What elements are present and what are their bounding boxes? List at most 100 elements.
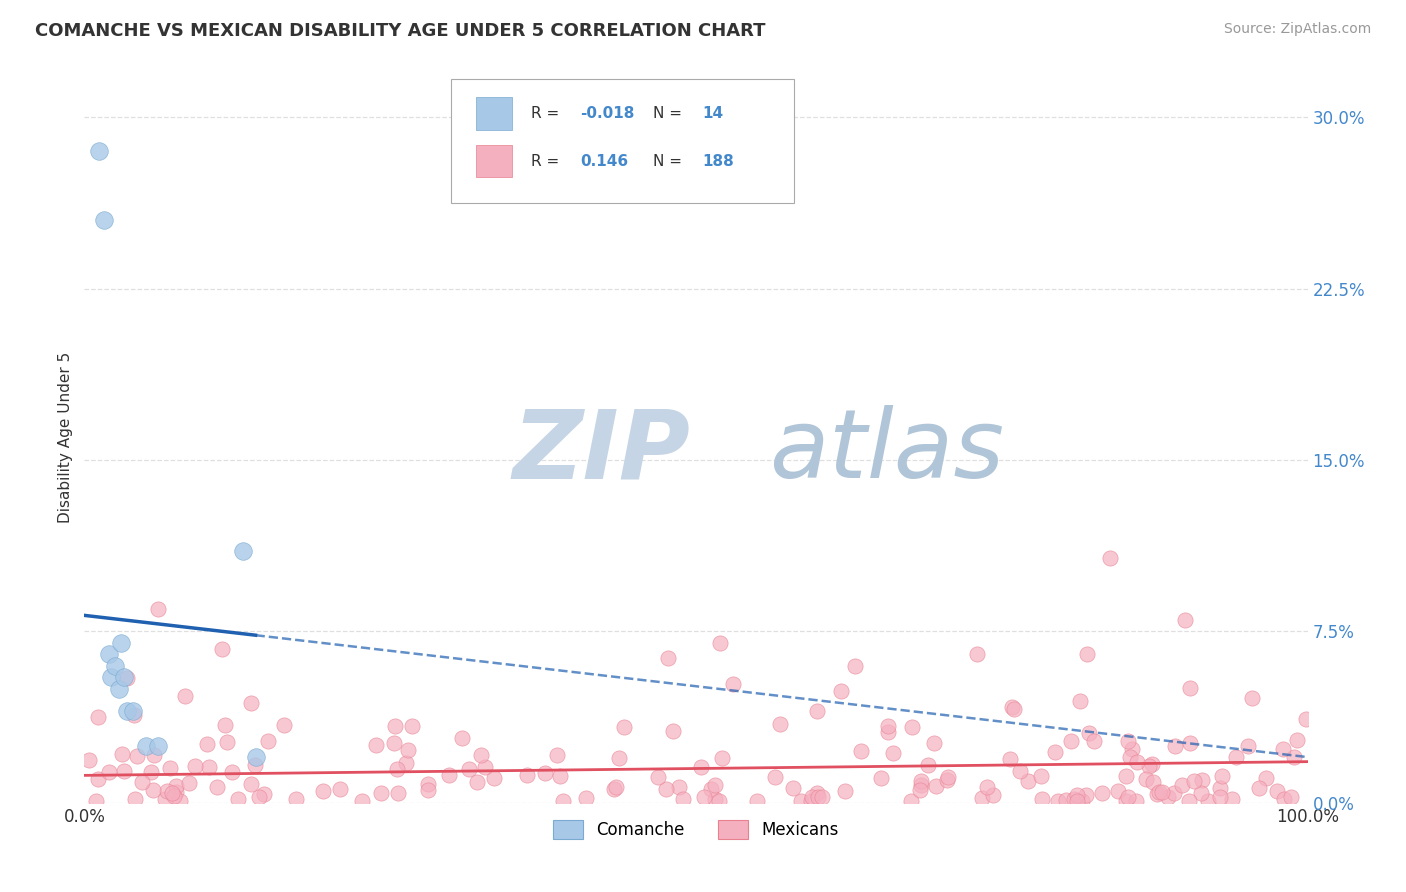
Point [745, 793, 768, 807]
Point [107, 681, 129, 696]
Point [131, 774, 153, 789]
Point [1118, 750, 1140, 764]
Point [1163, 787, 1185, 801]
Point [723, 677, 745, 691]
Bar [475, 97, 513, 130]
Point [900, 793, 922, 807]
Point [1180, 681, 1202, 695]
Y-axis label: Disability Age Under 5: Disability Age Under 5 [58, 351, 73, 523]
Point [922, 736, 945, 750]
Point [416, 777, 439, 791]
Point [1066, 788, 1088, 802]
Text: Source: ZipAtlas.com: Source: ZipAtlas.com [1223, 22, 1371, 37]
Point [910, 773, 932, 788]
Point [806, 704, 828, 718]
Point [882, 747, 904, 761]
Point [1135, 772, 1157, 787]
Point [395, 756, 418, 771]
Point [972, 791, 994, 805]
FancyBboxPatch shape [451, 78, 794, 203]
Point [1265, 784, 1288, 798]
Point [1146, 787, 1168, 801]
Text: R =: R = [531, 153, 564, 169]
Point [910, 778, 932, 792]
Point [1069, 694, 1091, 708]
Point [221, 764, 243, 779]
Point [849, 744, 872, 758]
Text: ZIP: ZIP [513, 405, 690, 499]
Point [1295, 712, 1317, 726]
Point [806, 786, 828, 800]
Point [1240, 691, 1263, 706]
Point [1208, 790, 1230, 805]
Text: N =: N = [654, 106, 688, 121]
Point [142, 783, 165, 797]
Point [1149, 785, 1171, 799]
Point [534, 766, 557, 780]
Point [551, 793, 574, 807]
Text: 0.146: 0.146 [579, 153, 628, 169]
Point [1107, 783, 1129, 797]
Point [711, 750, 734, 764]
Point [689, 760, 711, 774]
Point [1078, 726, 1101, 740]
Point [647, 770, 669, 784]
Point [1137, 759, 1160, 773]
Point [1118, 734, 1140, 748]
Point [273, 718, 295, 732]
Point [156, 784, 179, 798]
Point [245, 750, 267, 764]
Point [226, 792, 249, 806]
Point [1046, 793, 1069, 807]
Point [1071, 793, 1094, 807]
Point [1045, 745, 1067, 759]
Point [135, 739, 157, 753]
Point [575, 790, 598, 805]
Point [100, 670, 122, 684]
Point [93, 213, 115, 227]
Point [457, 762, 479, 776]
Point [285, 792, 308, 806]
Point [86, 793, 108, 807]
Point [160, 786, 183, 800]
Point [165, 779, 187, 793]
Point [122, 708, 145, 723]
Point [384, 719, 406, 733]
Point [976, 780, 998, 794]
Point [1031, 792, 1053, 806]
Point [240, 696, 263, 710]
Text: atlas: atlas [769, 405, 1004, 499]
Point [603, 781, 626, 796]
Point [1125, 793, 1147, 807]
Point [672, 792, 695, 806]
Point [516, 767, 538, 781]
Point [387, 785, 409, 799]
Legend: Comanche, Mexicans: Comanche, Mexicans [547, 814, 845, 846]
Point [104, 658, 127, 673]
Point [364, 738, 387, 752]
Point [1209, 781, 1232, 796]
Point [1272, 741, 1295, 756]
Point [769, 717, 792, 731]
Point [789, 793, 811, 807]
Point [1150, 785, 1173, 799]
Point [205, 780, 228, 794]
Point [807, 789, 830, 804]
Point [1001, 700, 1024, 714]
Point [668, 780, 690, 795]
Text: 14: 14 [702, 106, 723, 121]
Point [163, 789, 186, 803]
Point [179, 775, 201, 789]
Point [1182, 773, 1205, 788]
Point [703, 778, 725, 792]
Point [214, 718, 236, 732]
Point [1272, 792, 1295, 806]
Text: 188: 188 [702, 153, 734, 169]
Point [232, 544, 254, 558]
Point [877, 719, 900, 733]
Point [936, 770, 959, 784]
Point [1076, 647, 1098, 661]
Point [110, 636, 132, 650]
Point [908, 782, 931, 797]
Point [165, 785, 187, 799]
